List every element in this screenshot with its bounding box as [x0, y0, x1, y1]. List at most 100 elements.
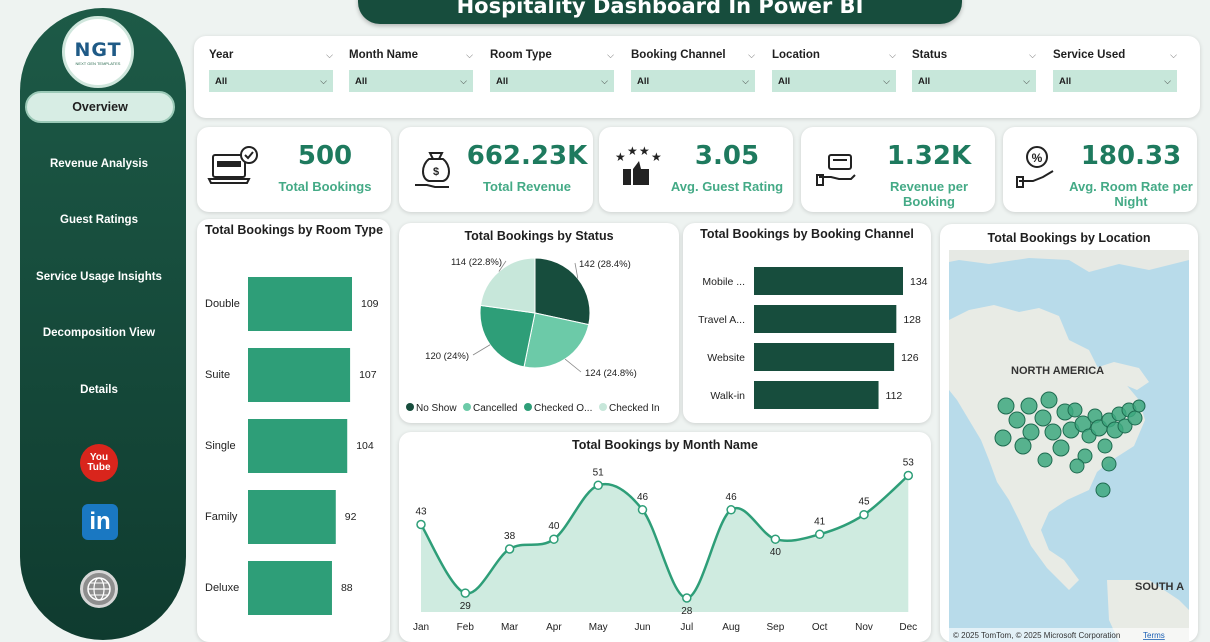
bar	[248, 419, 348, 473]
map-bubbles[interactable]	[994, 391, 1146, 498]
linkedin-text: in	[89, 508, 111, 535]
nav-decomposition-view[interactable]: Decomposition View	[24, 317, 174, 349]
chevron-down-icon[interactable]: ⌵	[1170, 49, 1177, 60]
legend-label: Checked In	[609, 403, 660, 414]
legend-label: No Show	[416, 403, 457, 414]
tick-label: Single	[205, 440, 236, 452]
chevron-down-icon[interactable]: ⌵	[1029, 49, 1036, 60]
data-point	[504, 544, 515, 554]
month-area-chart: 43 Jan 29 Feb 38 Mar 40 Apr 51 May 46 Jun 28 Jul 46 Aug…	[413, 458, 917, 634]
ngt-logo: NGT NEXT GEN TEMPLATES	[62, 16, 134, 88]
data-point	[593, 480, 603, 491]
area-fill	[421, 475, 909, 612]
map-north-america	[949, 305, 1145, 590]
chevron-down-icon: ⌵	[320, 75, 327, 86]
chevron-down-icon: ⌵	[883, 75, 890, 86]
tick-label: Jan	[413, 622, 429, 633]
filter-dropdown[interactable]: All ⌵	[912, 70, 1036, 92]
map-label-south-america: SOUTH A	[1135, 581, 1184, 593]
laptop-booking-icon	[207, 146, 258, 184]
filter-dropdown[interactable]: All ⌵	[209, 70, 333, 92]
nav-revenue-analysis[interactable]: Revenue Analysis	[24, 148, 174, 180]
data-label: 107	[359, 369, 377, 381]
chevron-down-icon: ⌵	[742, 75, 749, 86]
chart-title: Total Bookings by Location	[987, 231, 1151, 245]
chevron-down-icon[interactable]: ⌵	[326, 49, 333, 60]
map-south-america	[1107, 580, 1189, 642]
bar	[754, 381, 879, 409]
filter-dropdown[interactable]: All ⌵	[1053, 70, 1177, 92]
filter-dropdown[interactable]: All ⌵	[490, 70, 614, 92]
filter-value: All	[496, 75, 509, 87]
filter-dropdown[interactable]: All ⌵	[772, 70, 896, 92]
data-label: 124 (24.8%)	[585, 368, 637, 379]
data-point	[903, 470, 914, 481]
bar	[248, 490, 336, 544]
bar	[754, 267, 903, 295]
leader-line	[564, 358, 582, 373]
data-point	[682, 593, 692, 603]
tick-label: Deluxe	[205, 582, 239, 594]
map-terms-link[interactable]: Terms	[1143, 631, 1165, 640]
data-label: 142 (28.4%)	[579, 259, 631, 270]
data-label: 40	[548, 521, 560, 532]
kpi-total-bookings: 500 Total Bookings	[197, 127, 391, 212]
filter-service-used[interactable]: Service Used ⌵ All ⌵	[1053, 46, 1177, 92]
map-location: Total Bookings by Location NORTH AMERICA…	[940, 224, 1198, 642]
filter-dropdown[interactable]: All ⌵	[631, 70, 755, 92]
nav-service-usage-insights[interactable]: Service Usage Insights	[24, 261, 174, 293]
legend-marker	[599, 403, 607, 411]
location-map[interactable]: NORTH AMERICA SOUTH A © 2025 TomTom, © 2…	[949, 250, 1189, 642]
leader-line	[472, 344, 491, 356]
data-label: 46	[637, 492, 649, 503]
data-label: 29	[460, 601, 472, 612]
map-greenland-area	[1089, 362, 1149, 390]
chevron-down-icon[interactable]: ⌵	[466, 49, 473, 60]
filter-booking-channel[interactable]: Booking Channel ⌵ All ⌵	[631, 46, 755, 92]
kpi-total-revenue: $ 662.23K Total Revenue	[399, 127, 593, 212]
nav-details[interactable]: Details	[24, 374, 174, 406]
filter-room-type[interactable]: Room Type ⌵ All ⌵	[490, 46, 614, 92]
chart-title: Total Bookings by Month Name	[572, 438, 758, 452]
data-label: 40	[770, 547, 782, 558]
bar	[248, 277, 352, 331]
percent-hand-icon: %	[1016, 146, 1054, 188]
data-point	[460, 588, 471, 598]
map-label-north-america: NORTH AMERICA	[1011, 365, 1104, 377]
filter-year[interactable]: Year ⌵ All ⌵	[209, 46, 333, 92]
data-point	[726, 505, 736, 515]
data-label: 88	[341, 582, 353, 594]
sidebar: NGT NEXT GEN TEMPLATES Overview Revenue …	[20, 8, 186, 640]
chevron-down-icon[interactable]: ⌵	[607, 49, 614, 60]
booking-channel-bars: Mobile ... 134 Travel A... 128 Website 126 Wal…	[698, 267, 928, 409]
kpi-revenue-per-booking: 1.32K Revenue per Booking	[801, 127, 995, 212]
chevron-down-icon: ⌵	[1164, 75, 1171, 86]
youtube-icon[interactable]: You Tube	[80, 444, 118, 482]
filter-dropdown[interactable]: All ⌵	[349, 70, 473, 92]
tick-label: Jun	[634, 622, 650, 633]
chevron-down-icon[interactable]: ⌵	[889, 49, 896, 60]
kpi-value: 500	[297, 141, 353, 171]
chart-month: Total Bookings by Month Name 43 Jan 29 Feb 3…	[399, 432, 931, 642]
chart-room-type: Total Bookings by Room Type Double 109 Sui…	[197, 219, 390, 642]
map-credit: © 2025 TomTom, © 2025 Microsoft Corporat…	[953, 631, 1120, 640]
svg-text:★: ★	[639, 144, 650, 158]
nav-guest-ratings[interactable]: Guest Ratings	[24, 204, 174, 236]
svg-text:★: ★	[651, 150, 662, 164]
kpi-avg-room-rate: % 180.33 Avg. Room Rate per Night	[1003, 127, 1197, 212]
data-label: 120 (24%)	[425, 351, 469, 362]
tick-label: Website	[707, 352, 745, 364]
filter-location[interactable]: Location ⌵ All ⌵	[772, 46, 896, 92]
logo-subtext: NEXT GEN TEMPLATES	[75, 60, 121, 66]
chevron-down-icon[interactable]: ⌵	[748, 49, 755, 60]
tick-label: Dec	[899, 622, 917, 633]
filter-value: All	[637, 75, 650, 87]
kpi-avg-guest-rating: ★ ★ ★ ★ 3.05 Avg. Guest Rating	[599, 127, 793, 212]
linkedin-icon[interactable]: in	[82, 504, 118, 540]
nav-label: Service Usage Insights	[36, 271, 162, 283]
filter-status[interactable]: Status ⌵ All ⌵	[912, 46, 1036, 92]
nav-overview[interactable]: Overview	[25, 91, 175, 123]
website-globe-icon[interactable]	[80, 570, 118, 608]
filter-month-name[interactable]: Month Name ⌵ All ⌵	[349, 46, 473, 92]
tick-label: Double	[205, 298, 240, 310]
